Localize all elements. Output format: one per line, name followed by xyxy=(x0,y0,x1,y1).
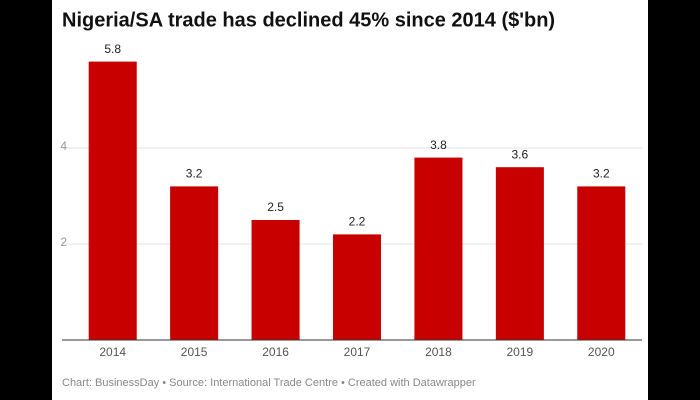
value-label: 2.2 xyxy=(349,215,366,229)
x-tick-label: 2015 xyxy=(181,345,208,359)
value-label: 5.8 xyxy=(104,42,121,56)
bar xyxy=(332,234,382,340)
bar xyxy=(170,186,219,340)
x-tick-label: 2016 xyxy=(262,345,289,359)
x-tick-label: 2020 xyxy=(588,345,615,359)
value-label: 3.2 xyxy=(186,167,203,181)
bar xyxy=(88,61,137,340)
y-tick-label: 2 xyxy=(60,235,67,249)
value-label: 3.2 xyxy=(593,167,610,181)
x-tick-label: 2019 xyxy=(507,345,534,359)
x-tick-label: 2014 xyxy=(99,345,126,359)
bar xyxy=(577,186,626,340)
x-tick-label: 2017 xyxy=(344,345,371,359)
bar xyxy=(414,157,463,340)
value-label: 3.8 xyxy=(430,138,447,152)
value-label: 3.6 xyxy=(512,147,529,161)
value-label: 2.5 xyxy=(267,200,284,214)
bar xyxy=(251,220,300,340)
bar xyxy=(495,167,544,340)
x-tick-label: 2018 xyxy=(425,345,452,359)
source-note: Chart: BusinessDay • Source: Internation… xyxy=(62,377,476,389)
chart-title: Nigeria/SA trade has declined 45% since … xyxy=(62,9,555,31)
y-tick-label: 4 xyxy=(60,139,67,153)
